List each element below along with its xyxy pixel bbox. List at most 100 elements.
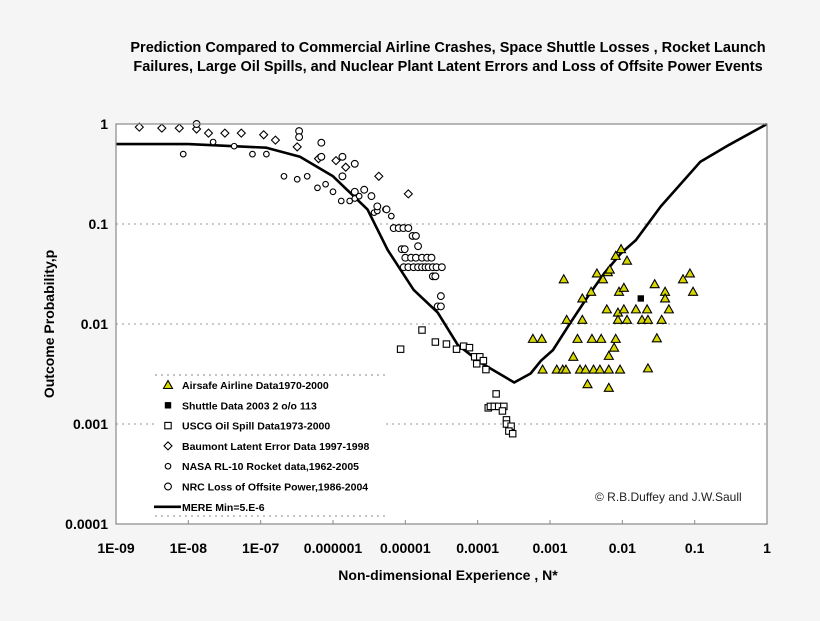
x-tick-label: 1 [763, 540, 771, 556]
data-point-open-square [479, 356, 488, 365]
legend-background [155, 375, 385, 516]
data-point-triangle [651, 332, 663, 343]
data-point-triangle [618, 282, 630, 292]
data-point-filled-square [637, 295, 644, 302]
legend-marker-filled-square [164, 402, 172, 409]
data-point-open-square [465, 343, 474, 352]
data-point-triangle [642, 314, 654, 324]
data-point-triangle [618, 303, 630, 314]
data-point-circle [404, 224, 413, 233]
y-tick-label: 0.001 [73, 416, 108, 432]
x-tick-label: 0.000001 [304, 540, 363, 556]
data-point-triangle [610, 333, 622, 343]
data-point-diamond [403, 189, 414, 199]
data-point-triangle [659, 292, 671, 303]
data-point-circle [436, 292, 445, 301]
data-point-triangle [576, 292, 588, 303]
legend-entry-label: Airsafe Airline Data1970-2000 [182, 380, 329, 392]
data-point-open-square [498, 407, 507, 415]
data-point-open-square [508, 429, 517, 438]
x-tick-label: 0.0001 [456, 540, 499, 556]
data-point-triangle [591, 267, 603, 278]
data-point-diamond [157, 123, 167, 133]
x-tick-label: 1E-07 [242, 540, 280, 556]
data-point-small-circle [230, 142, 238, 150]
data-points [134, 120, 699, 438]
mere-curve-group [116, 122, 768, 384]
data-point-triangle [621, 314, 633, 324]
legend-marker-triangle [162, 379, 174, 390]
x-tick-label: 0.00001 [380, 540, 431, 556]
chart-title-line-1: Prediction Compared to Commercial Airlin… [130, 40, 766, 56]
data-point-triangle [656, 314, 668, 324]
data-point-open-square [442, 340, 451, 348]
data-point-triangle [595, 333, 607, 343]
data-point-circle [431, 272, 440, 281]
data-point-triangle [663, 303, 675, 314]
data-point-triangle [594, 363, 606, 374]
y-axis-label: Outcome Probability,p [41, 250, 57, 398]
data-point-circle [317, 152, 326, 161]
data-point-triangle [586, 333, 598, 343]
data-point-open-square [492, 390, 500, 398]
data-point-small-circle [293, 175, 301, 183]
data-point-triangle [572, 333, 583, 343]
legend-entry-label: Shuttle Data 2003 2 o/o 113 [182, 400, 317, 412]
x-axis-label: Non-dimensional Experience , N* [338, 567, 558, 583]
data-point-triangle [580, 363, 591, 374]
x-tick-label: 1E-08 [170, 540, 208, 556]
legend-marker-open-square [164, 421, 172, 430]
data-point-small-circle [263, 150, 270, 158]
data-point-triangle [603, 363, 615, 374]
data-point-diamond [374, 171, 384, 182]
data-point-triangle [561, 314, 573, 324]
data-point-triangle [614, 363, 626, 374]
axes: 1 0.1 0.01 0.001 0.0001 1E-09 1E-08 1E-07 0.0000… [65, 116, 771, 556]
data-point-circle [367, 192, 376, 201]
x-tick-label: 1E-09 [97, 540, 135, 556]
data-point-circle [427, 253, 436, 262]
legend-marker-diamond [163, 441, 173, 451]
data-point-circle [317, 138, 326, 147]
data-point-triangle [558, 273, 570, 284]
y-tick-label: 0.0001 [65, 516, 108, 532]
data-point-open-square [418, 326, 426, 334]
data-point-triangle [641, 303, 653, 314]
legend-marker-circle [164, 482, 172, 491]
data-point-triangle [621, 255, 633, 265]
data-point-triangle [536, 333, 548, 343]
data-point-circle [338, 152, 347, 161]
data-point-small-circle [209, 138, 217, 146]
data-point-triangle [567, 351, 579, 361]
data-point-diamond [258, 130, 269, 140]
data-point-open-square [431, 338, 440, 346]
x-tick-label: 0.001 [532, 540, 567, 556]
data-point-triangle [537, 363, 549, 374]
data-point-circle [411, 231, 420, 240]
data-point-triangle [608, 342, 620, 352]
data-point-open-square [396, 345, 405, 353]
data-point-triangle [630, 303, 642, 314]
y-tick-label: 0.1 [89, 216, 109, 232]
data-point-circle [350, 159, 359, 168]
data-point-small-circle [337, 197, 345, 205]
data-point-triangle [603, 382, 615, 392]
data-point-small-circle [387, 212, 395, 220]
data-point-circle [295, 133, 304, 142]
data-point-circle [382, 205, 391, 214]
legend-entry-label: NRC Loss of Offsite Power,1986-2004 [182, 482, 368, 494]
data-point-triangle [687, 286, 699, 296]
y-tick-label: 1 [100, 116, 108, 132]
y-tick-label: 0.01 [81, 316, 108, 332]
data-point-triangle [588, 363, 599, 374]
copyright-annotation: © R.B.Duffey and J.W.Saull [595, 490, 742, 504]
data-point-triangle [582, 378, 593, 389]
data-point-diamond [203, 128, 214, 138]
data-point-triangle [603, 350, 615, 360]
data-point-small-circle [329, 188, 337, 196]
data-point-circle [338, 172, 347, 181]
data-point-diamond [331, 155, 341, 166]
mere-curve [116, 122, 768, 384]
data-point-small-circle [346, 197, 354, 205]
legend: Airsafe Airline Data1970-2000 Shuttle Dat… [154, 374, 385, 517]
